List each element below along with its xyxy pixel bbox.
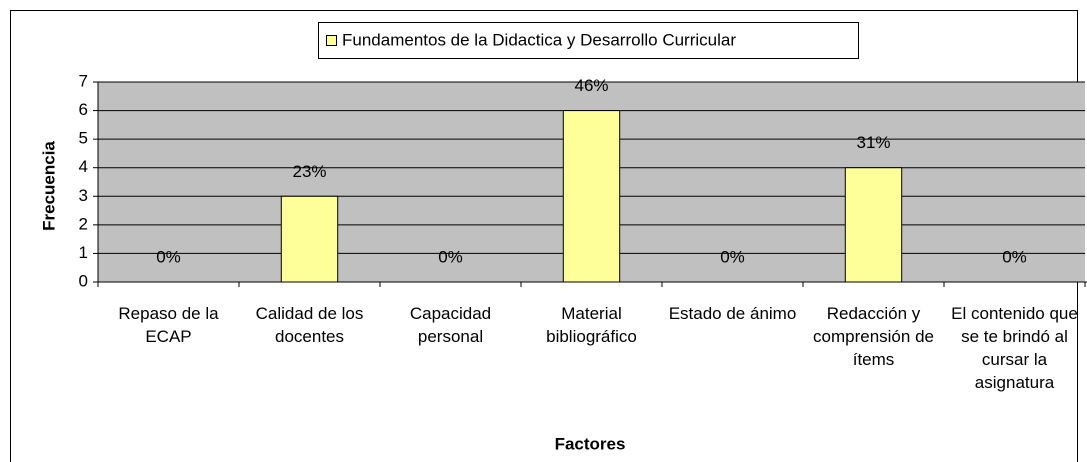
x-tick-label: Capacidad personal (409, 304, 492, 346)
x-tick-label: El contenido que se te brindó al cursar … (951, 304, 1078, 392)
y-axis-title: Frecuencia (39, 141, 58, 231)
y-tick-label: 0 (79, 271, 88, 290)
data-label: 0% (156, 247, 181, 266)
data-label: 23% (292, 162, 326, 181)
x-axis-title: Factores (555, 434, 626, 453)
data-label: 0% (438, 247, 463, 266)
y-tick-label: 1 (79, 243, 88, 262)
x-tick-label: Repaso de la ECAP (118, 304, 219, 346)
data-label: 0% (720, 247, 745, 266)
bar (844, 167, 903, 283)
data-label: 46% (574, 76, 608, 95)
legend-label: Fundamentos de la Didactica y Desarrollo… (342, 30, 736, 49)
legend-swatch (326, 35, 337, 46)
y-tick-label: 2 (79, 214, 88, 233)
y-tick-label: 7 (79, 71, 88, 90)
legend: Fundamentos de la Didactica y Desarrollo… (318, 22, 859, 59)
y-tick-label: 6 (79, 100, 88, 119)
data-label: 31% (856, 133, 890, 152)
data-label: 0% (1002, 247, 1027, 266)
y-tick-label: 4 (79, 157, 88, 176)
x-tick-label: Calidad de los docentes (255, 304, 364, 346)
x-tick-label: Estado de ánimo (668, 304, 797, 323)
x-tick-label: Material bibliográfico (546, 304, 637, 346)
x-tick-label: Redacción y comprensión de ítems (813, 304, 934, 369)
y-tick-label: 5 (79, 129, 88, 148)
legend-box (318, 22, 859, 59)
bar (562, 110, 621, 283)
y-tick-label: 3 (79, 186, 88, 205)
bar (280, 195, 339, 283)
